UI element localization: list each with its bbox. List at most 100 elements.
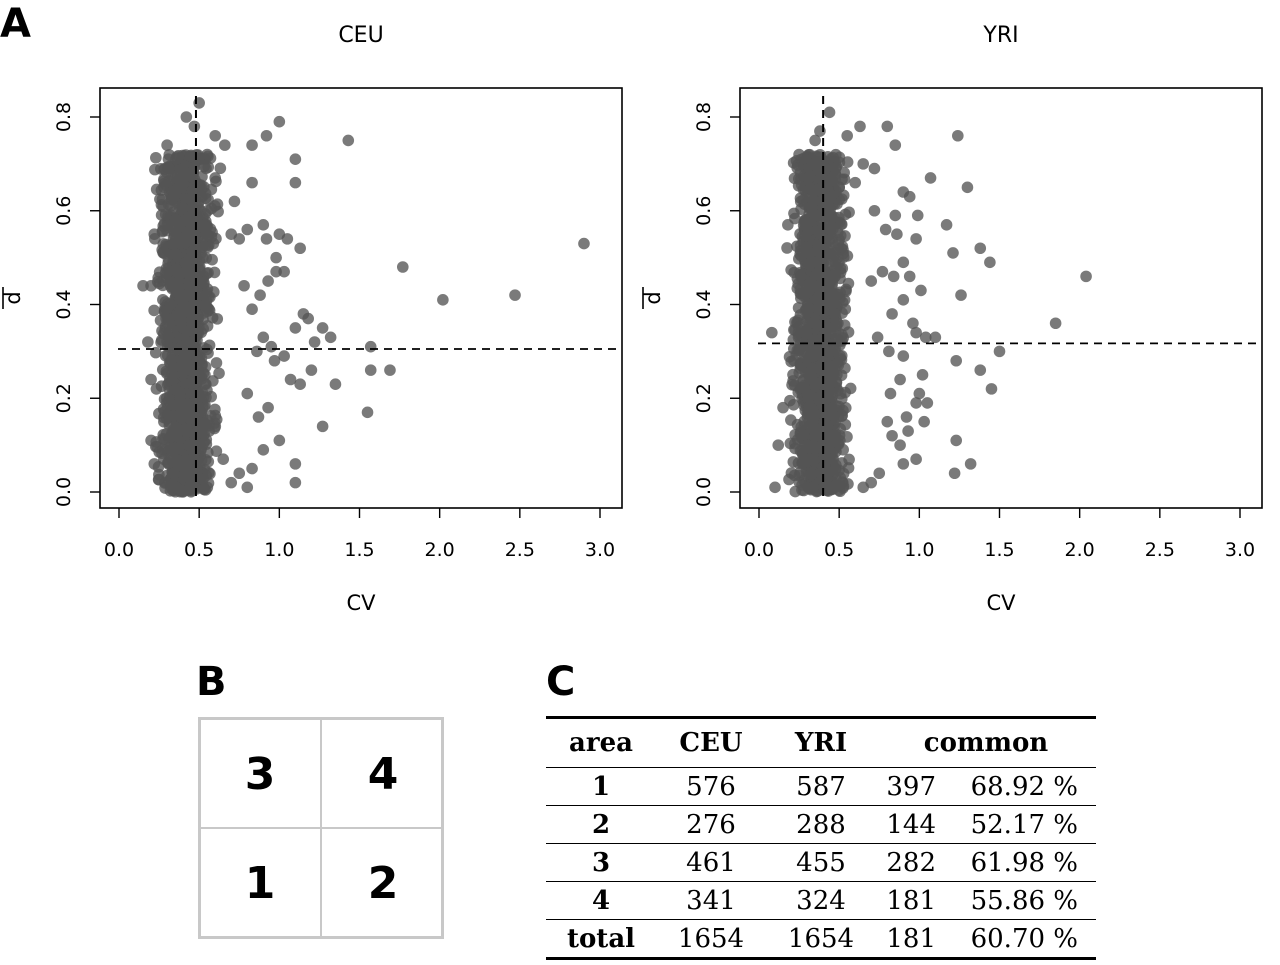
data-point [831, 251, 844, 264]
data-point [201, 148, 213, 161]
data-point [907, 317, 919, 330]
data-point [205, 390, 217, 403]
data-point [171, 152, 184, 165]
data-point [172, 442, 185, 455]
data-point [929, 331, 942, 344]
data-point [844, 382, 857, 395]
data-point [184, 281, 196, 294]
data-point [188, 120, 201, 133]
data-point [782, 219, 794, 231]
data-point [812, 225, 825, 237]
area-grid-lines [198, 717, 444, 939]
data-point [329, 378, 342, 390]
data-point [1080, 270, 1092, 283]
data-point [316, 322, 329, 334]
data-point [947, 247, 959, 259]
panel-label-b: B [196, 659, 227, 705]
data-point [260, 233, 273, 245]
data-point [246, 303, 258, 315]
y-tick-label: 0.0 [53, 477, 75, 507]
data-point [289, 476, 302, 489]
x-tick-label: 3.0 [1225, 539, 1255, 561]
data-point [886, 429, 898, 442]
data-point [808, 407, 821, 420]
data-point [777, 401, 789, 414]
data-point [829, 463, 842, 475]
data-point [835, 218, 848, 231]
data-point [305, 364, 318, 376]
data-point [803, 302, 815, 315]
data-point [225, 476, 238, 489]
data-point [772, 439, 785, 451]
table-row-total: total 1654 1654 181 60.70 % [546, 920, 1096, 959]
x-tick-label: 2.0 [425, 539, 455, 561]
data-point [184, 472, 197, 485]
cell-area: 2 [591, 809, 611, 840]
data-point [273, 115, 286, 128]
data-point [797, 194, 809, 206]
data-point [807, 481, 819, 493]
cell-common: 397 [886, 771, 936, 802]
data-point [176, 202, 189, 215]
cell-common-pct: 60.70 % [970, 923, 1078, 954]
x-axis-label: CV [986, 591, 1016, 615]
data-point [179, 290, 192, 303]
data-point [162, 340, 174, 353]
data-point [913, 387, 926, 400]
data-point [251, 345, 263, 358]
data-point [175, 232, 188, 245]
data-point [881, 415, 894, 428]
data-point [184, 412, 196, 425]
data-point [821, 484, 834, 496]
x-tick-label: 0.5 [824, 539, 854, 561]
data-point [289, 176, 302, 189]
plot-frame [739, 87, 1263, 509]
data-point [868, 162, 881, 175]
cell-area: 4 [591, 885, 611, 916]
data-point [897, 256, 910, 269]
x-axis-label: CV [346, 591, 376, 615]
data-point [806, 206, 819, 219]
data-point [209, 200, 221, 212]
cell-common: 282 [886, 847, 936, 878]
data-point [940, 219, 953, 231]
cell-area: total [566, 923, 636, 954]
data-point [361, 406, 374, 419]
table-row: 1 576 587 397 68.92 % [546, 768, 1096, 806]
data-point [181, 425, 193, 438]
x-tick-label: 0.5 [184, 539, 214, 561]
cell-common-pct: 52.17 % [970, 809, 1078, 840]
data-point [202, 241, 214, 253]
data-point [841, 156, 854, 168]
data-point [246, 176, 258, 189]
data-point [184, 377, 197, 389]
data-point [164, 298, 176, 311]
data-point [808, 280, 820, 293]
scatter-chart-ceu: CEU CV d 0.0 0.5 1.0 1.5 2.0 2.5 3.0 0.0 0.2 0.4 0.6 0… [1, 23, 623, 615]
data-point [188, 452, 200, 465]
data-point [873, 467, 886, 480]
data-point [160, 312, 172, 325]
grid-area-1: 1 [244, 857, 276, 909]
data-point [854, 120, 866, 133]
data-point [802, 317, 815, 330]
cell-ceu: 1654 [677, 923, 745, 954]
data-point [324, 331, 337, 344]
table-row: 2 276 288 144 52.17 % [546, 806, 1096, 844]
data-point [289, 153, 302, 165]
header-ceu: CEU [679, 728, 743, 758]
data-point [964, 458, 977, 470]
data-point [162, 175, 175, 188]
data-point [145, 279, 157, 292]
data-point [257, 444, 270, 456]
data-point [191, 465, 203, 477]
data-point [1049, 317, 1062, 330]
header-yri: YRI [794, 728, 848, 758]
x-tick-label: 2.5 [505, 539, 535, 561]
data-point [910, 397, 922, 409]
data-point [217, 453, 230, 465]
data-point [270, 251, 282, 264]
data-point [822, 201, 835, 213]
data-point [179, 257, 192, 269]
data-point [268, 354, 281, 367]
